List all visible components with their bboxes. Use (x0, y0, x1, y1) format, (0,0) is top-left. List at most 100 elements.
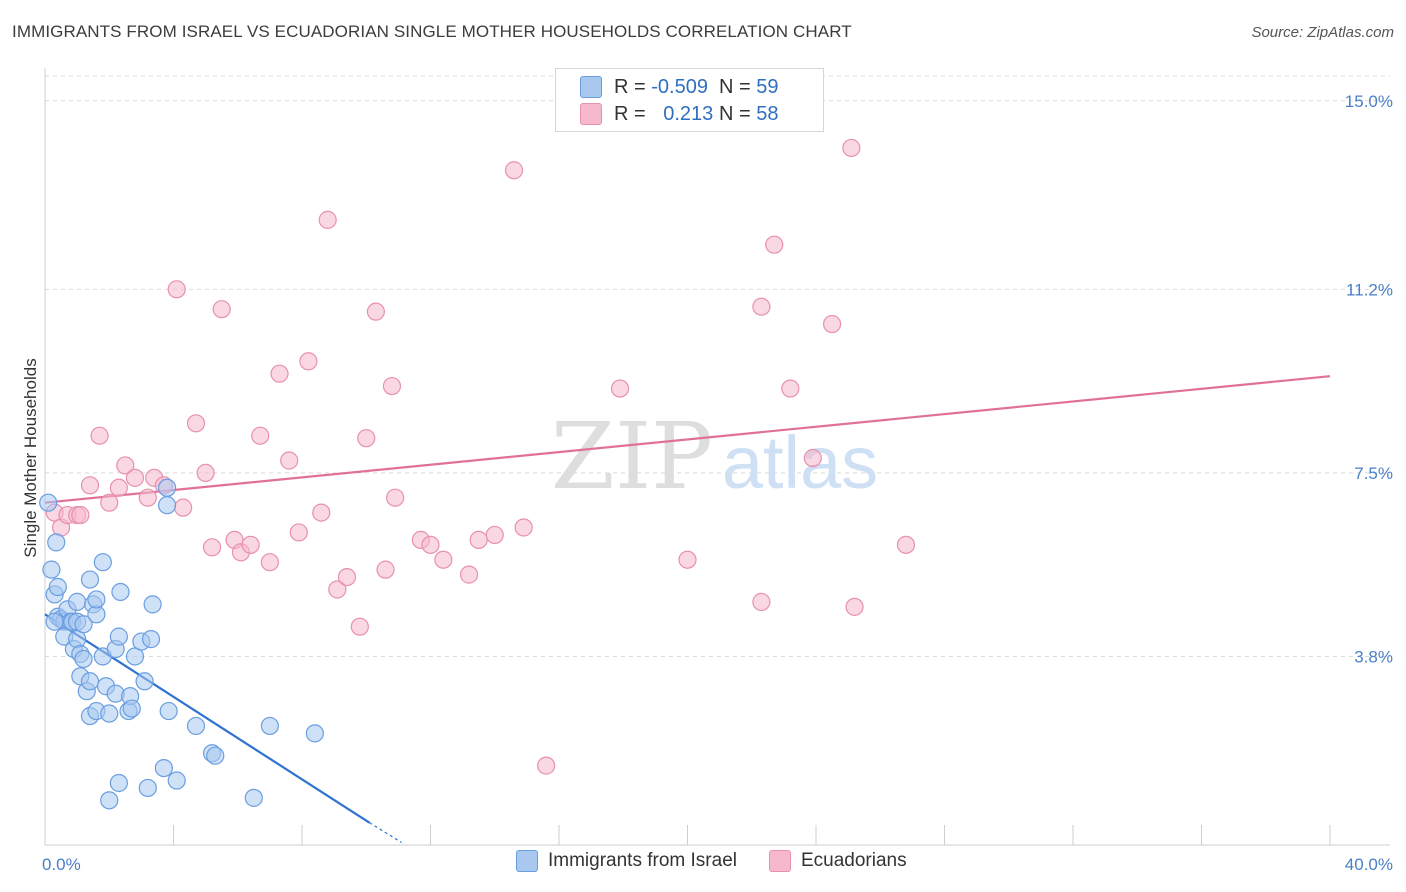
israel-point (167, 771, 186, 790)
legend-r-value: -0.509 (651, 75, 708, 98)
x-tick-label: 40.0% (1345, 855, 1393, 874)
ecuadorian-trend-line (44, 375, 1331, 504)
israel-point (157, 496, 177, 515)
ecuadorian-point (71, 505, 90, 525)
ecuadorian-point (350, 617, 369, 636)
israel-point (159, 701, 178, 721)
watermark-zip: ZIP (551, 403, 713, 510)
ecuadorian-point (842, 138, 861, 158)
bottom-legend-ecuadorians: Ecuadorians (768, 850, 907, 872)
ecuadorian-point (174, 498, 193, 517)
ecuadorian-point (752, 592, 771, 611)
ecuadorian-point (896, 535, 916, 554)
israel-point (39, 493, 58, 512)
israel-point (157, 478, 177, 497)
ecuadorian-point (270, 364, 289, 383)
israel-point (143, 595, 162, 614)
data-points (39, 138, 916, 810)
israel-point (47, 533, 66, 552)
y-tick-label: 11.2% (1346, 280, 1393, 299)
ecuadorian-point (280, 451, 299, 470)
israel-point (74, 615, 93, 634)
ecuadorian-point (196, 463, 215, 483)
legend-n-label: N = (719, 75, 757, 98)
ecuadorian-point (167, 280, 186, 299)
source-label: Source: ZipAtlas.com (1251, 24, 1394, 41)
israel-point (80, 672, 100, 691)
legend-row-israel: R = -0.509 N = 59 (580, 75, 779, 99)
ecuadorian-point (125, 468, 145, 487)
ecuadorian-point (241, 535, 260, 554)
ecuadorian-point (299, 352, 318, 371)
israel-point (45, 612, 64, 631)
watermark: ZIP atlas (551, 403, 878, 510)
legend-row-ecuadorians: R = 0.213 N = 58 (580, 102, 779, 126)
bottom-legend-swatch-pink (768, 850, 791, 872)
ecuadorian-point (138, 488, 157, 507)
ecuadorian-point (822, 314, 842, 334)
israel-point (93, 553, 112, 572)
ecuadorian-point (469, 530, 488, 549)
legend-r-value: 0.213 (663, 102, 714, 125)
axes (44, 68, 1390, 846)
legend-swatch-pink (580, 103, 602, 125)
ecuadorian-point (610, 379, 630, 398)
bottom-legend: Immigrants from Israel Ecuadorians (516, 850, 939, 872)
ecuadorian-point (514, 518, 533, 537)
israel-point (68, 592, 87, 611)
israel-point (42, 560, 61, 579)
bottom-legend-israel: Immigrants from Israel (516, 850, 737, 872)
legend-n-value: 58 (756, 102, 779, 125)
ecuadorian-point (678, 550, 697, 569)
legend-n-label: N = (719, 102, 757, 125)
israel-point (260, 716, 279, 736)
ecuadorian-point (845, 597, 864, 616)
ecuadorian-point (318, 210, 337, 229)
y-tick-label: 7.5% (1354, 464, 1393, 483)
ecuadorian-point (504, 161, 524, 180)
ecuadorian-point (312, 503, 331, 522)
ecuadorian-point (357, 429, 376, 448)
y-axis-label: Single Mother Households (21, 358, 40, 557)
ecuadorian-point (202, 538, 222, 557)
chart-title: IMMIGRANTS FROM ISRAEL VS ECUADORIAN SIN… (12, 22, 852, 41)
israel-point (100, 704, 119, 723)
ecuadorian-point (212, 300, 231, 319)
ecuadorian-point (80, 476, 100, 495)
ecuadorian-point (382, 376, 402, 396)
ecuadorian-point (260, 553, 279, 572)
israel-point (100, 791, 119, 810)
ecuadorian-point (537, 756, 556, 775)
israel-point (109, 627, 128, 646)
israel-point (138, 778, 157, 798)
israel-point (122, 699, 141, 718)
israel-trend-extension (369, 822, 402, 844)
bottom-legend-swatch-blue (516, 850, 538, 872)
ecuadorian-point (781, 379, 800, 398)
ecuadorian-point (376, 560, 395, 579)
bottom-legend-label: Immigrants from Israel (548, 850, 737, 871)
israel-point (80, 570, 100, 589)
ecuadorian-point (109, 478, 128, 497)
ecuadorian-point (328, 580, 347, 599)
israel-point (135, 672, 154, 691)
israel-point (186, 716, 206, 736)
israel-point (154, 758, 173, 778)
ecuadorian-point (289, 523, 308, 542)
ecuadorian-point (459, 565, 479, 584)
grid-lines (45, 75, 1390, 657)
x-tick-label: 0.0% (42, 855, 81, 874)
ecuadorian-point (337, 567, 357, 587)
israel-point (111, 582, 130, 602)
ecuadorian-point (116, 456, 135, 475)
bottom-legend-label: Ecuadorians (800, 850, 907, 871)
ecuadorian-point (186, 414, 206, 433)
israel-point (87, 590, 106, 609)
israel-point (206, 746, 225, 765)
ecuadorian-point (421, 535, 440, 554)
ecuadorian-point (90, 426, 109, 445)
legend-swatch-blue (580, 76, 602, 98)
ecuadorian-point (752, 297, 771, 316)
y-tick-label: 15.0% (1345, 92, 1393, 111)
